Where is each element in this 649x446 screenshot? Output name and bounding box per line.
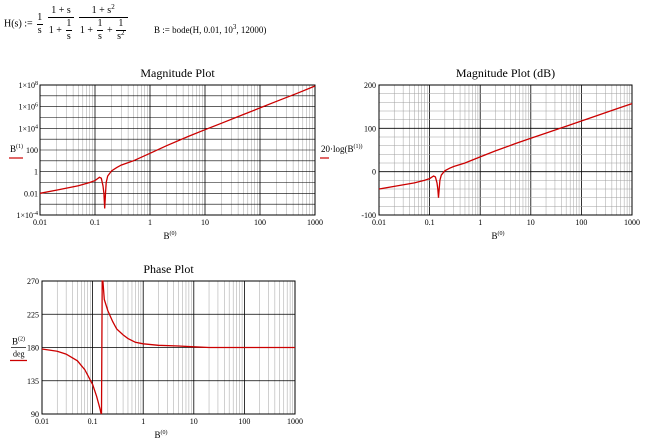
tf-f2-den-b-num: 1 <box>97 18 103 29</box>
y-tick-label: 0 <box>372 168 376 177</box>
x-tick-label: 0.01 <box>372 218 386 227</box>
tf-f1-num: 1 + s <box>51 5 71 16</box>
tf-f2-num: 1 + s2 <box>91 3 116 17</box>
x-tick-label: 0.1 <box>88 417 98 426</box>
y-tick-label: 1×106 <box>18 103 38 112</box>
y-tick-label: 225 <box>27 310 39 319</box>
data-series-line <box>39 85 316 209</box>
tf-f2-den-c-base: s <box>117 31 122 42</box>
x-axis-label: B(0) <box>155 429 168 440</box>
x-tick-label: 0.01 <box>33 218 47 227</box>
plot-title: Magnitude Plot <box>140 66 215 80</box>
x-tick-label: 10 <box>527 218 535 227</box>
y-tick-label: 0.01 <box>24 189 38 198</box>
tf-f1-den: 1 + 1 s <box>47 17 75 42</box>
tf-f2-den-plus: + <box>106 24 113 36</box>
bode-text-b: , 12000) <box>236 25 267 35</box>
x-tick-label: 100 <box>238 417 250 426</box>
y-tick-label: 200 <box>364 81 376 90</box>
y-axis-label-inner: (B <box>345 144 354 154</box>
y-axis-label-sup: (1)) <box>354 143 363 150</box>
y-tick-label: 1×10-4 <box>16 211 38 220</box>
plot-title: Magnitude Plot (dB) <box>456 66 555 80</box>
x-tick-label: 0.1 <box>425 218 435 227</box>
y-axis-label-denominator: deg <box>13 350 25 359</box>
tf-f2-den-c-num: 1 <box>118 18 124 29</box>
tf-f1-den-frac: 1 s <box>65 19 72 42</box>
x-tick-label: 100 <box>254 218 266 227</box>
tf-f2-den-c-den: s2 <box>116 29 126 42</box>
data-series-line <box>41 280 295 415</box>
y-tick-label: 100 <box>26 146 38 155</box>
tf-coef-den: s <box>36 23 43 36</box>
tf-factor1-fraction: 1 + s 1 + 1 s <box>47 5 75 42</box>
tf-f1-den-b-den: s <box>65 30 72 42</box>
tf-f2-num-exp: 2 <box>111 3 115 11</box>
tf-f1-den-b-num: 1 <box>66 18 72 29</box>
y-tick-label: 1×108 <box>18 81 38 90</box>
tf-f2-den-b-den: s <box>97 30 103 42</box>
y-tick-label: 270 <box>27 277 39 286</box>
chart-3[interactable]: Phase Plot 0.01 0.1 1 10 100 1000 90 135 180 225 27… <box>10 262 303 440</box>
y-tick-label: 180 <box>27 344 39 353</box>
x-tick-label: 1 <box>148 218 152 227</box>
y-axis-label-sup: (1) <box>16 143 23 150</box>
y-axis-label: 20·log(B(1)) <box>321 143 363 154</box>
tf-f2-den: 1 + 1 s + 1 s2 <box>78 17 128 42</box>
y-axis-label-sup: (2) <box>18 336 25 343</box>
y-tick-label: 90 <box>31 410 39 419</box>
x-tick-label: 10 <box>201 218 209 227</box>
x-axis-label-sup: (0) <box>161 429 168 436</box>
y-tick-exponent: 8 <box>35 81 38 87</box>
tf-f2-den-b-frac: 1 s <box>96 19 103 42</box>
x-axis-label: B(0) <box>164 230 177 241</box>
x-tick-label: 1000 <box>624 218 640 227</box>
y-tick-exponent: 4 <box>35 124 38 130</box>
tf-f2-den-c-exp: 2 <box>121 29 125 37</box>
transfer-function-definition[interactable]: H(s) := 1 s 1 + s 1 + 1 s 1 + s2 1 + 1 s… <box>4 3 129 42</box>
y-tick-label: 1 <box>34 168 38 177</box>
bode-call-definition[interactable]: B := bode(H, 0.01, 103, 12000) <box>154 23 267 35</box>
y-tick-exponent: -4 <box>33 211 38 217</box>
x-axis-label-sup: (0) <box>498 230 505 237</box>
plot-frame <box>39 84 316 216</box>
tf-f2-den-a: 1 + <box>79 24 93 36</box>
y-tick-label: 100 <box>364 124 376 133</box>
tf-f1-den-a: 1 + <box>48 24 62 36</box>
y-tick-label: -100 <box>361 211 376 220</box>
y-tick-label: 1×104 <box>18 124 38 133</box>
tf-factor2-fraction: 1 + s2 1 + 1 s + 1 s2 <box>78 3 128 42</box>
tf-f2-den-c-frac: 1 s2 <box>116 18 126 42</box>
x-tick-label: 0.1 <box>90 218 100 227</box>
y-axis-label: B(2) <box>12 336 25 347</box>
x-tick-label: 1 <box>478 218 482 227</box>
x-axis-label-sup: (0) <box>170 230 177 237</box>
x-axis-label: B(0) <box>492 230 505 241</box>
x-tick-label: 1000 <box>287 417 303 426</box>
x-tick-label: 0.01 <box>35 417 49 426</box>
x-tick-label: 10 <box>190 417 198 426</box>
x-tick-label: 100 <box>575 218 587 227</box>
plot-frame <box>378 84 633 216</box>
y-tick-exponent: 6 <box>35 103 38 109</box>
chart-2[interactable]: Magnitude Plot (dB)0.01 0.1 1 10 100 1000-100… <box>320 66 640 241</box>
plot-title: Phase Plot <box>143 262 194 276</box>
data-series-line <box>378 102 633 198</box>
tf-lhs: H(s) := <box>4 18 33 30</box>
tf-coef-num: 1 <box>37 11 43 23</box>
bode-exp: 3 <box>232 23 237 31</box>
tf-coef-fraction: 1 s <box>36 11 43 36</box>
x-tick-label: 1 <box>141 417 145 426</box>
x-tick-label: 1000 <box>307 218 323 227</box>
tf-f2-num-text: 1 + s <box>91 5 112 16</box>
bode-text-a: B := bode(H, 0.01, 10 <box>154 25 233 35</box>
y-axis-label: B(1) <box>10 143 23 154</box>
y-tick-label: 135 <box>27 377 39 386</box>
